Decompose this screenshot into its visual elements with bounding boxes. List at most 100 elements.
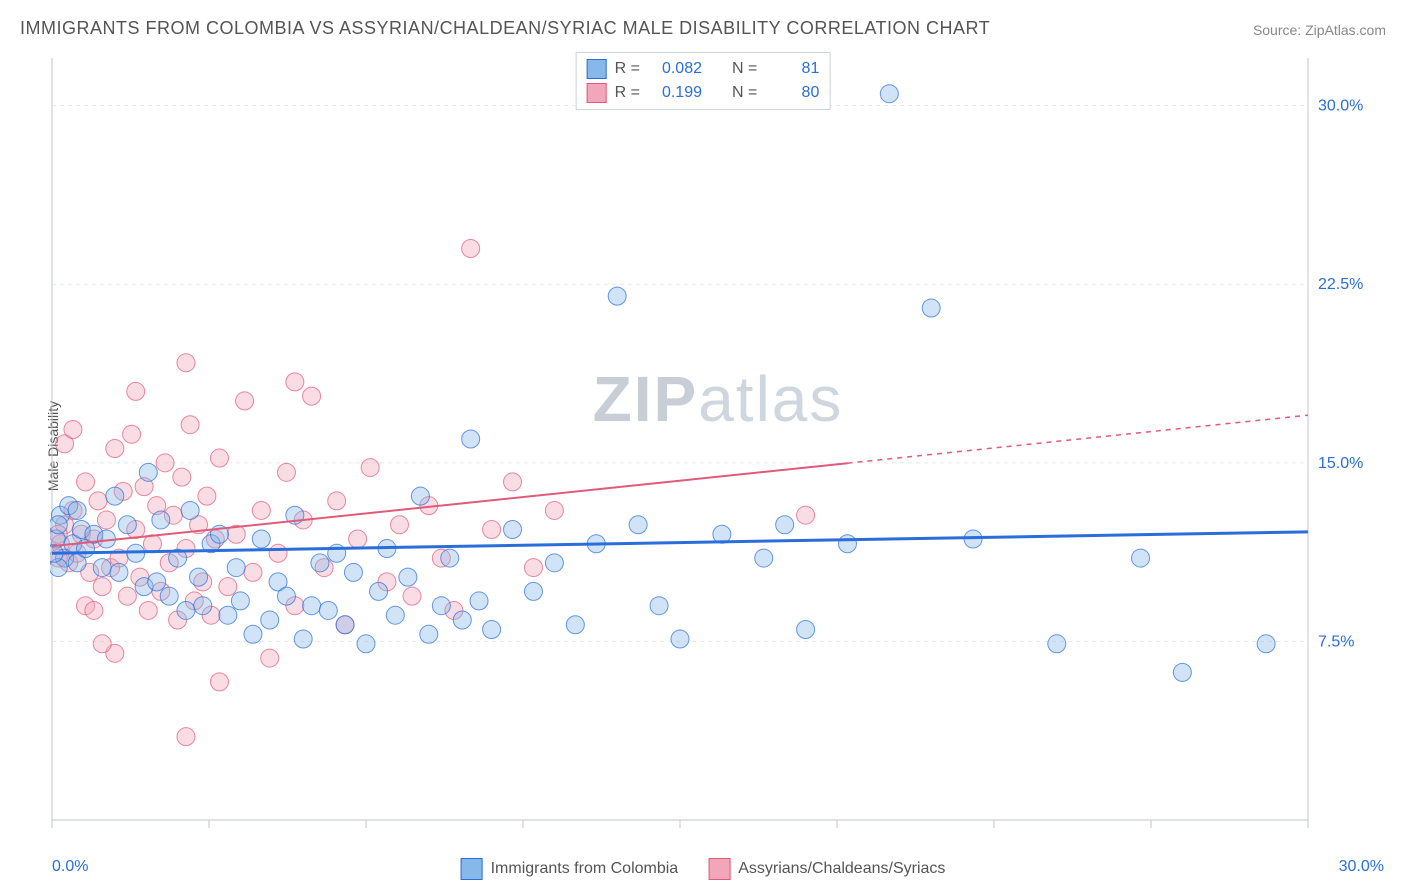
data-point <box>453 611 471 629</box>
data-point <box>303 597 321 615</box>
chart-title: IMMIGRANTS FROM COLOMBIA VS ASSYRIAN/CHA… <box>20 18 990 39</box>
data-point <box>219 606 237 624</box>
data-point <box>177 354 195 372</box>
data-point <box>524 559 542 577</box>
data-point <box>386 606 404 624</box>
data-point <box>545 554 563 572</box>
x-axis-min-label: 0.0% <box>52 858 88 876</box>
data-point <box>755 549 773 567</box>
data-point <box>210 449 228 467</box>
data-point <box>629 516 647 534</box>
data-point <box>1257 635 1275 653</box>
data-point <box>219 578 237 596</box>
r-value: 0.082 <box>648 60 702 78</box>
legend-swatch <box>587 83 607 103</box>
source-label: Source: ZipAtlas.com <box>1253 22 1386 38</box>
data-point <box>432 597 450 615</box>
scatter-plot-svg: 7.5%15.0%22.5%30.0% <box>50 50 1386 844</box>
data-point <box>269 544 287 562</box>
legend-label: Assyrians/Chaldeans/Syriacs <box>738 860 945 878</box>
data-point <box>344 563 362 581</box>
data-point <box>160 587 178 605</box>
data-point <box>524 582 542 600</box>
legend-swatch <box>587 59 607 79</box>
correlation-row: R =0.199N =80 <box>587 81 820 105</box>
data-point <box>261 611 279 629</box>
data-point <box>139 601 157 619</box>
data-point <box>181 416 199 434</box>
data-point <box>608 287 626 305</box>
data-point <box>93 578 111 596</box>
data-point <box>1048 635 1066 653</box>
data-point <box>76 473 94 491</box>
n-label: N = <box>732 60 757 78</box>
correlation-row: R =0.082N =81 <box>587 57 820 81</box>
data-point <box>545 501 563 519</box>
data-point <box>277 587 295 605</box>
bottom-legend: Immigrants from Colombia Assyrians/Chalde… <box>461 858 946 880</box>
data-point <box>403 587 421 605</box>
data-point <box>139 463 157 481</box>
data-point <box>420 625 438 643</box>
data-point <box>231 592 249 610</box>
data-point <box>838 535 856 553</box>
data-point <box>390 516 408 534</box>
svg-text:30.0%: 30.0% <box>1318 98 1363 115</box>
data-point <box>349 530 367 548</box>
data-point <box>650 597 668 615</box>
data-point <box>177 728 195 746</box>
svg-text:15.0%: 15.0% <box>1318 455 1363 472</box>
r-value: 0.199 <box>648 84 702 102</box>
data-point <box>210 673 228 691</box>
data-point <box>106 440 124 458</box>
legend-swatch <box>708 858 730 880</box>
data-point <box>336 616 354 634</box>
data-point <box>194 597 212 615</box>
data-point <box>236 392 254 410</box>
data-point <box>97 511 115 529</box>
data-point <box>127 382 145 400</box>
trend-line-extrapolated <box>847 415 1308 463</box>
x-axis-max-label: 30.0% <box>1339 858 1384 876</box>
data-point <box>483 621 501 639</box>
data-point <box>123 425 141 443</box>
data-point <box>370 582 388 600</box>
svg-text:22.5%: 22.5% <box>1318 276 1363 293</box>
data-point <box>411 487 429 505</box>
data-point <box>148 573 166 591</box>
data-point <box>441 549 459 567</box>
r-label: R = <box>615 84 640 102</box>
data-point <box>85 601 103 619</box>
data-point <box>64 420 82 438</box>
data-point <box>311 554 329 572</box>
correlation-box: R =0.082N =81R =0.199N =80 <box>576 52 831 110</box>
data-point <box>776 516 794 534</box>
data-point <box>118 516 136 534</box>
data-point <box>286 373 304 391</box>
data-point <box>68 501 86 519</box>
data-point <box>244 563 262 581</box>
legend-item: Immigrants from Colombia <box>461 858 679 880</box>
data-point <box>328 492 346 510</box>
data-point <box>922 299 940 317</box>
data-point <box>177 601 195 619</box>
legend-item: Assyrians/Chaldeans/Syriacs <box>708 858 945 880</box>
data-point <box>198 487 216 505</box>
data-point <box>319 601 337 619</box>
data-point <box>1132 549 1150 567</box>
data-point <box>483 520 501 538</box>
data-point <box>462 430 480 448</box>
legend-swatch <box>461 858 483 880</box>
data-point <box>244 625 262 643</box>
data-point <box>277 463 295 481</box>
data-point <box>106 487 124 505</box>
data-point <box>880 85 898 103</box>
data-point <box>118 587 136 605</box>
data-point <box>357 635 375 653</box>
data-point <box>156 454 174 472</box>
data-point <box>504 473 522 491</box>
data-point <box>261 649 279 667</box>
data-point <box>252 530 270 548</box>
n-label: N = <box>732 84 757 102</box>
data-point <box>173 468 191 486</box>
